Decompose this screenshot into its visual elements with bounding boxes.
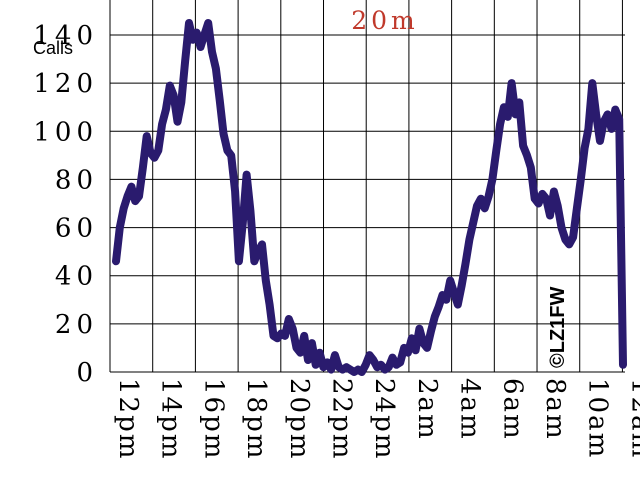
y-tick-label: 100 xyxy=(33,117,98,147)
x-tick-label: 14pm xyxy=(156,378,186,460)
y-tick-labels: 0 20 40 60 80 100 120 140 xyxy=(33,21,98,388)
credit-label: ©LZ1FW xyxy=(547,286,569,368)
x-tick-label: 22pm xyxy=(327,378,357,460)
chart-title: 20m xyxy=(351,6,419,35)
y-tick-label: 0 xyxy=(76,358,98,388)
y-tick-label: 60 xyxy=(55,214,98,244)
x-tick-label: 4am xyxy=(455,378,485,441)
x-tick-labels: 12pm 14pm 16pm 18pm 20pm 22pm 24pm 2am 4am 6am 8am… xyxy=(113,378,640,460)
x-tick-label: 6am xyxy=(497,378,527,441)
x-tick-label: 12am xyxy=(625,378,640,459)
x-tick-label: 18pm xyxy=(241,378,271,460)
series-layer xyxy=(112,19,627,376)
x-tick-label: 24pm xyxy=(369,378,399,460)
x-tick-label: 2am xyxy=(412,378,442,441)
x-tick-label: 8am xyxy=(540,378,570,441)
y-tick-label: 20 xyxy=(55,310,98,340)
y-tick-label: 120 xyxy=(33,69,98,99)
x-tick-label: 10am xyxy=(583,378,613,459)
y-tick-label: 140 xyxy=(33,21,98,51)
x-tick-label: 16pm xyxy=(198,378,228,460)
calls-series-line xyxy=(112,19,627,376)
y-tick-label: 40 xyxy=(55,262,98,292)
y-axis-label: Calls xyxy=(33,38,73,58)
x-tick-label: 20pm xyxy=(284,378,314,460)
x-tick-label: 12pm xyxy=(113,378,143,460)
y-tick-label: 80 xyxy=(55,165,98,195)
